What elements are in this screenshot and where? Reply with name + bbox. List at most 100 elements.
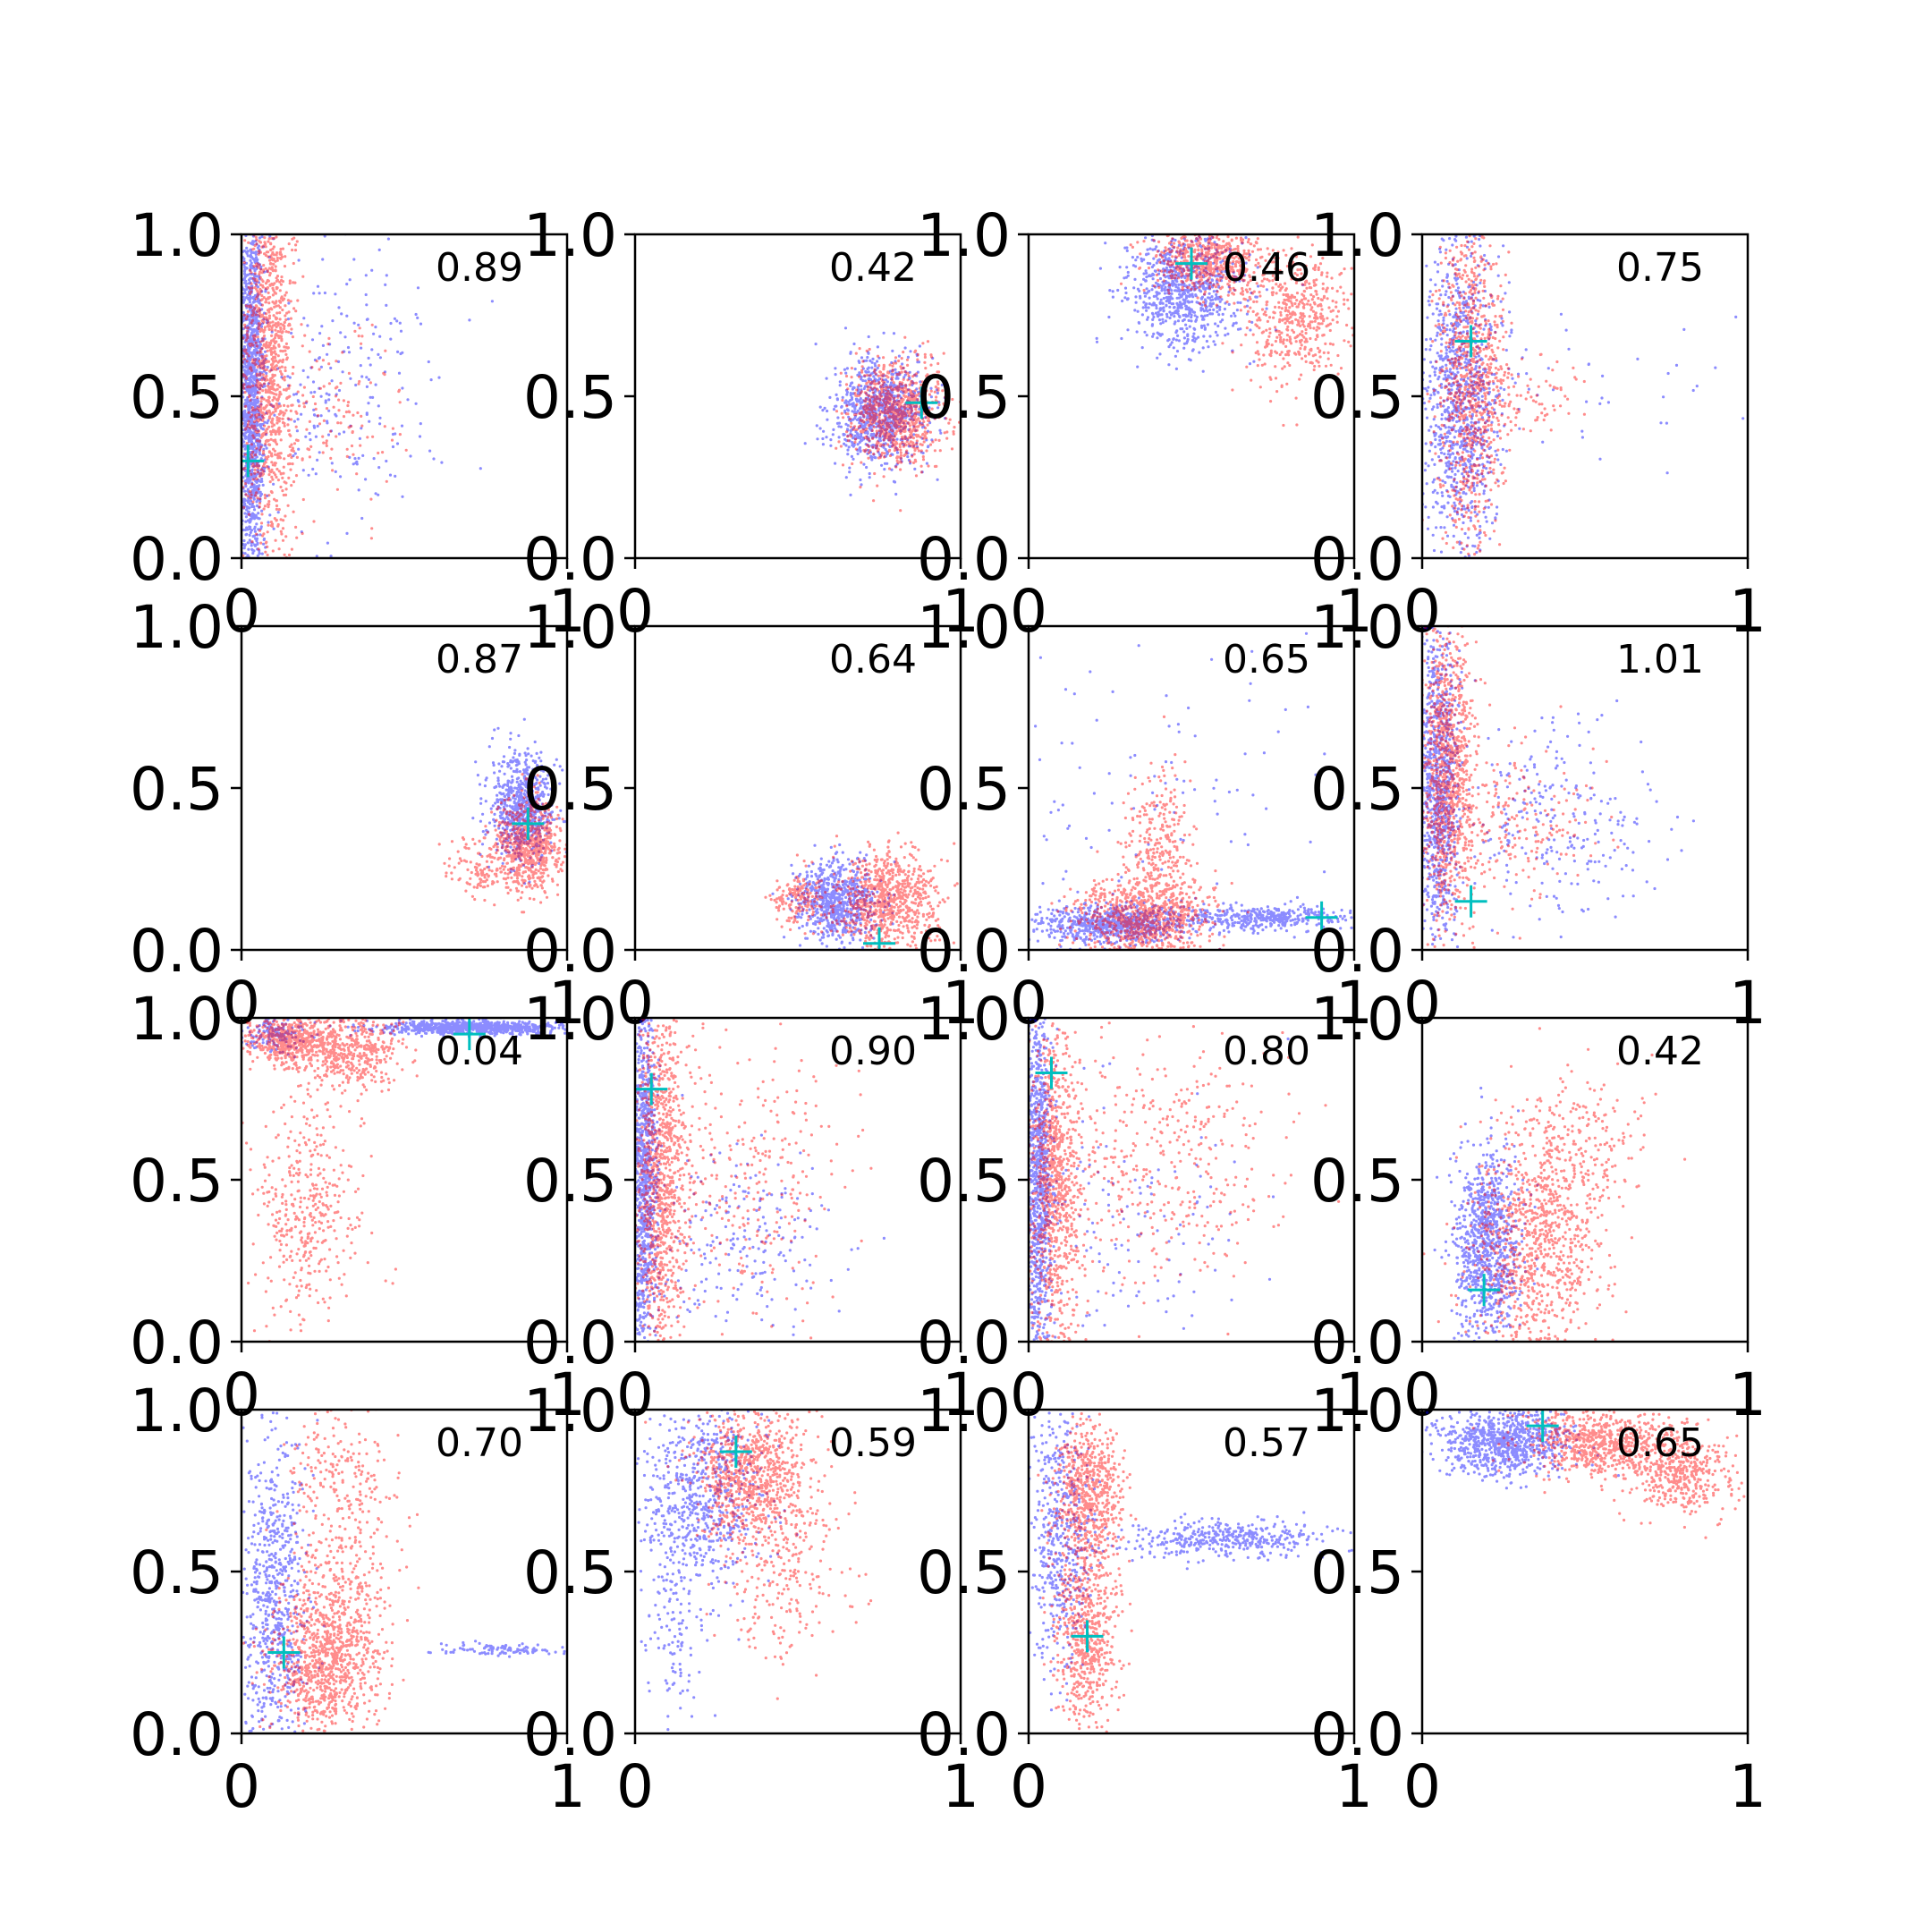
- panel-value-label: 0.46: [1223, 245, 1310, 291]
- x-tick-label: 0: [616, 1752, 654, 1821]
- blue-series-points: [242, 1411, 566, 1733]
- scatter-points: [1029, 1410, 1353, 1733]
- y-tick-label: 1.0: [917, 985, 1011, 1054]
- y-tick-label: 0.0: [130, 917, 224, 986]
- y-tick-label: 1.0: [917, 593, 1011, 662]
- panel-value-label: 0.80: [1223, 1029, 1310, 1074]
- y-tick-label: 0.0: [523, 1700, 617, 1769]
- panel-value-label: 1.01: [1616, 637, 1704, 682]
- y-tick-label: 1.0: [130, 593, 224, 662]
- panel-1: 0.00.51.00 10.89: [130, 201, 586, 646]
- plus-marker: [1035, 1056, 1068, 1089]
- y-tick-label: 1.0: [1310, 201, 1404, 270]
- panel-6: 0.00.51.00 10.64: [523, 593, 979, 1038]
- red-series-points: [1119, 234, 1354, 428]
- plus-marker: [1454, 885, 1487, 918]
- panel-value-label: 0.87: [436, 637, 523, 682]
- plus-marker: [1454, 325, 1487, 358]
- y-tick-label: 0.0: [1310, 525, 1404, 594]
- y-tick-label: 1.0: [1310, 1377, 1404, 1445]
- scatter-points: [242, 234, 494, 558]
- scatter-points: [803, 326, 961, 513]
- red-series-points: [764, 831, 959, 950]
- red-series-points: [1471, 1410, 1746, 1539]
- blue-series-points: [803, 326, 947, 496]
- y-tick-label: 0.0: [523, 917, 617, 986]
- panel-value-label: 0.57: [1223, 1420, 1310, 1466]
- y-tick-label: 0.5: [1310, 363, 1404, 432]
- x-tick-label: 0: [1010, 1752, 1047, 1821]
- y-tick-label: 0.5: [1310, 755, 1404, 824]
- y-tick-label: 1.0: [523, 201, 617, 270]
- panel-14: 0.00.51.00 10.59: [523, 1377, 979, 1821]
- blue-series-points: [1029, 1018, 1290, 1342]
- plus-marker: [635, 1072, 668, 1106]
- panel-value-label: 0.42: [829, 245, 917, 291]
- y-tick-label: 0.0: [1310, 1700, 1404, 1769]
- y-tick-label: 1.0: [523, 1377, 617, 1445]
- y-tick-label: 0.5: [523, 755, 617, 824]
- y-tick-label: 0.0: [130, 1309, 224, 1377]
- red-series-points: [1422, 234, 1586, 556]
- y-tick-label: 0.5: [130, 755, 224, 824]
- plus-marker: [512, 807, 545, 840]
- panel-value-label: 0.90: [829, 1029, 917, 1074]
- y-tick-label: 0.5: [523, 1538, 617, 1607]
- scatter-points: [242, 1410, 566, 1733]
- plus-marker: [1526, 1410, 1559, 1443]
- scatter-points: [1422, 1027, 1687, 1342]
- y-tick-label: 0.0: [1310, 1309, 1404, 1377]
- y-tick-label: 1.0: [130, 201, 224, 270]
- panel-4: 0.00.51.00 10.75: [1310, 201, 1767, 646]
- red-series-points: [835, 335, 961, 513]
- y-tick-label: 0.0: [917, 1700, 1011, 1769]
- scatter-points: [1422, 626, 1695, 950]
- y-tick-label: 0.5: [130, 1538, 224, 1607]
- scatter-points: [1095, 234, 1354, 428]
- y-tick-label: 1.0: [917, 1377, 1011, 1445]
- panel-value-label: 0.89: [436, 245, 523, 291]
- plus-marker: [905, 386, 938, 419]
- red-series-points: [1037, 1410, 1138, 1733]
- blue-series-points: [242, 1018, 567, 1059]
- y-tick-label: 0.5: [917, 1538, 1011, 1607]
- blue-series-points: [1422, 626, 1695, 949]
- y-tick-label: 0.0: [523, 525, 617, 594]
- y-tick-label: 0.0: [1310, 917, 1404, 986]
- blue-series-points: [1029, 1410, 1353, 1712]
- red-series-points: [242, 234, 408, 558]
- y-tick-label: 0.0: [523, 1309, 617, 1377]
- scatter-points: [635, 1410, 873, 1732]
- blue-series-points: [471, 717, 567, 886]
- red-series-points: [644, 1410, 873, 1700]
- y-tick-label: 0.0: [130, 525, 224, 594]
- scatter-points: [437, 717, 567, 914]
- panel-16: 0.00.51.00 10.65: [1310, 1377, 1767, 1821]
- scatter-points: [1422, 234, 1745, 558]
- plus-marker: [1305, 901, 1338, 934]
- plus-marker: [1071, 1620, 1104, 1653]
- plus-marker: [719, 1436, 752, 1469]
- y-tick-label: 1.0: [1310, 593, 1404, 662]
- y-tick-label: 0.5: [523, 363, 617, 432]
- y-tick-label: 1.0: [917, 201, 1011, 270]
- panel-15: 0.00.51.00 10.57: [917, 1377, 1373, 1821]
- panel-value-label: 0.65: [1223, 637, 1310, 682]
- red-series-points: [1050, 715, 1250, 950]
- y-tick-label: 1.0: [1310, 985, 1404, 1054]
- y-tick-label: 0.0: [917, 1309, 1011, 1377]
- panel-value-label: 0.65: [1616, 1420, 1704, 1466]
- panel-value-label: 0.04: [436, 1029, 523, 1074]
- red-series-points: [1422, 1027, 1687, 1342]
- panel-3: 0.00.51.00 10.46: [917, 201, 1373, 646]
- panel-9: 0.00.51.00 10.04: [130, 985, 586, 1429]
- panel-value-label: 0.42: [1616, 1029, 1704, 1074]
- panel-value-label: 0.75: [1616, 245, 1704, 291]
- plus-marker: [863, 927, 895, 950]
- plus-marker: [1468, 1274, 1501, 1307]
- y-tick-label: 0.5: [917, 363, 1011, 432]
- y-tick-label: 0.5: [917, 755, 1011, 824]
- scatter-points: [1029, 1018, 1341, 1342]
- y-tick-label: 0.0: [917, 525, 1011, 594]
